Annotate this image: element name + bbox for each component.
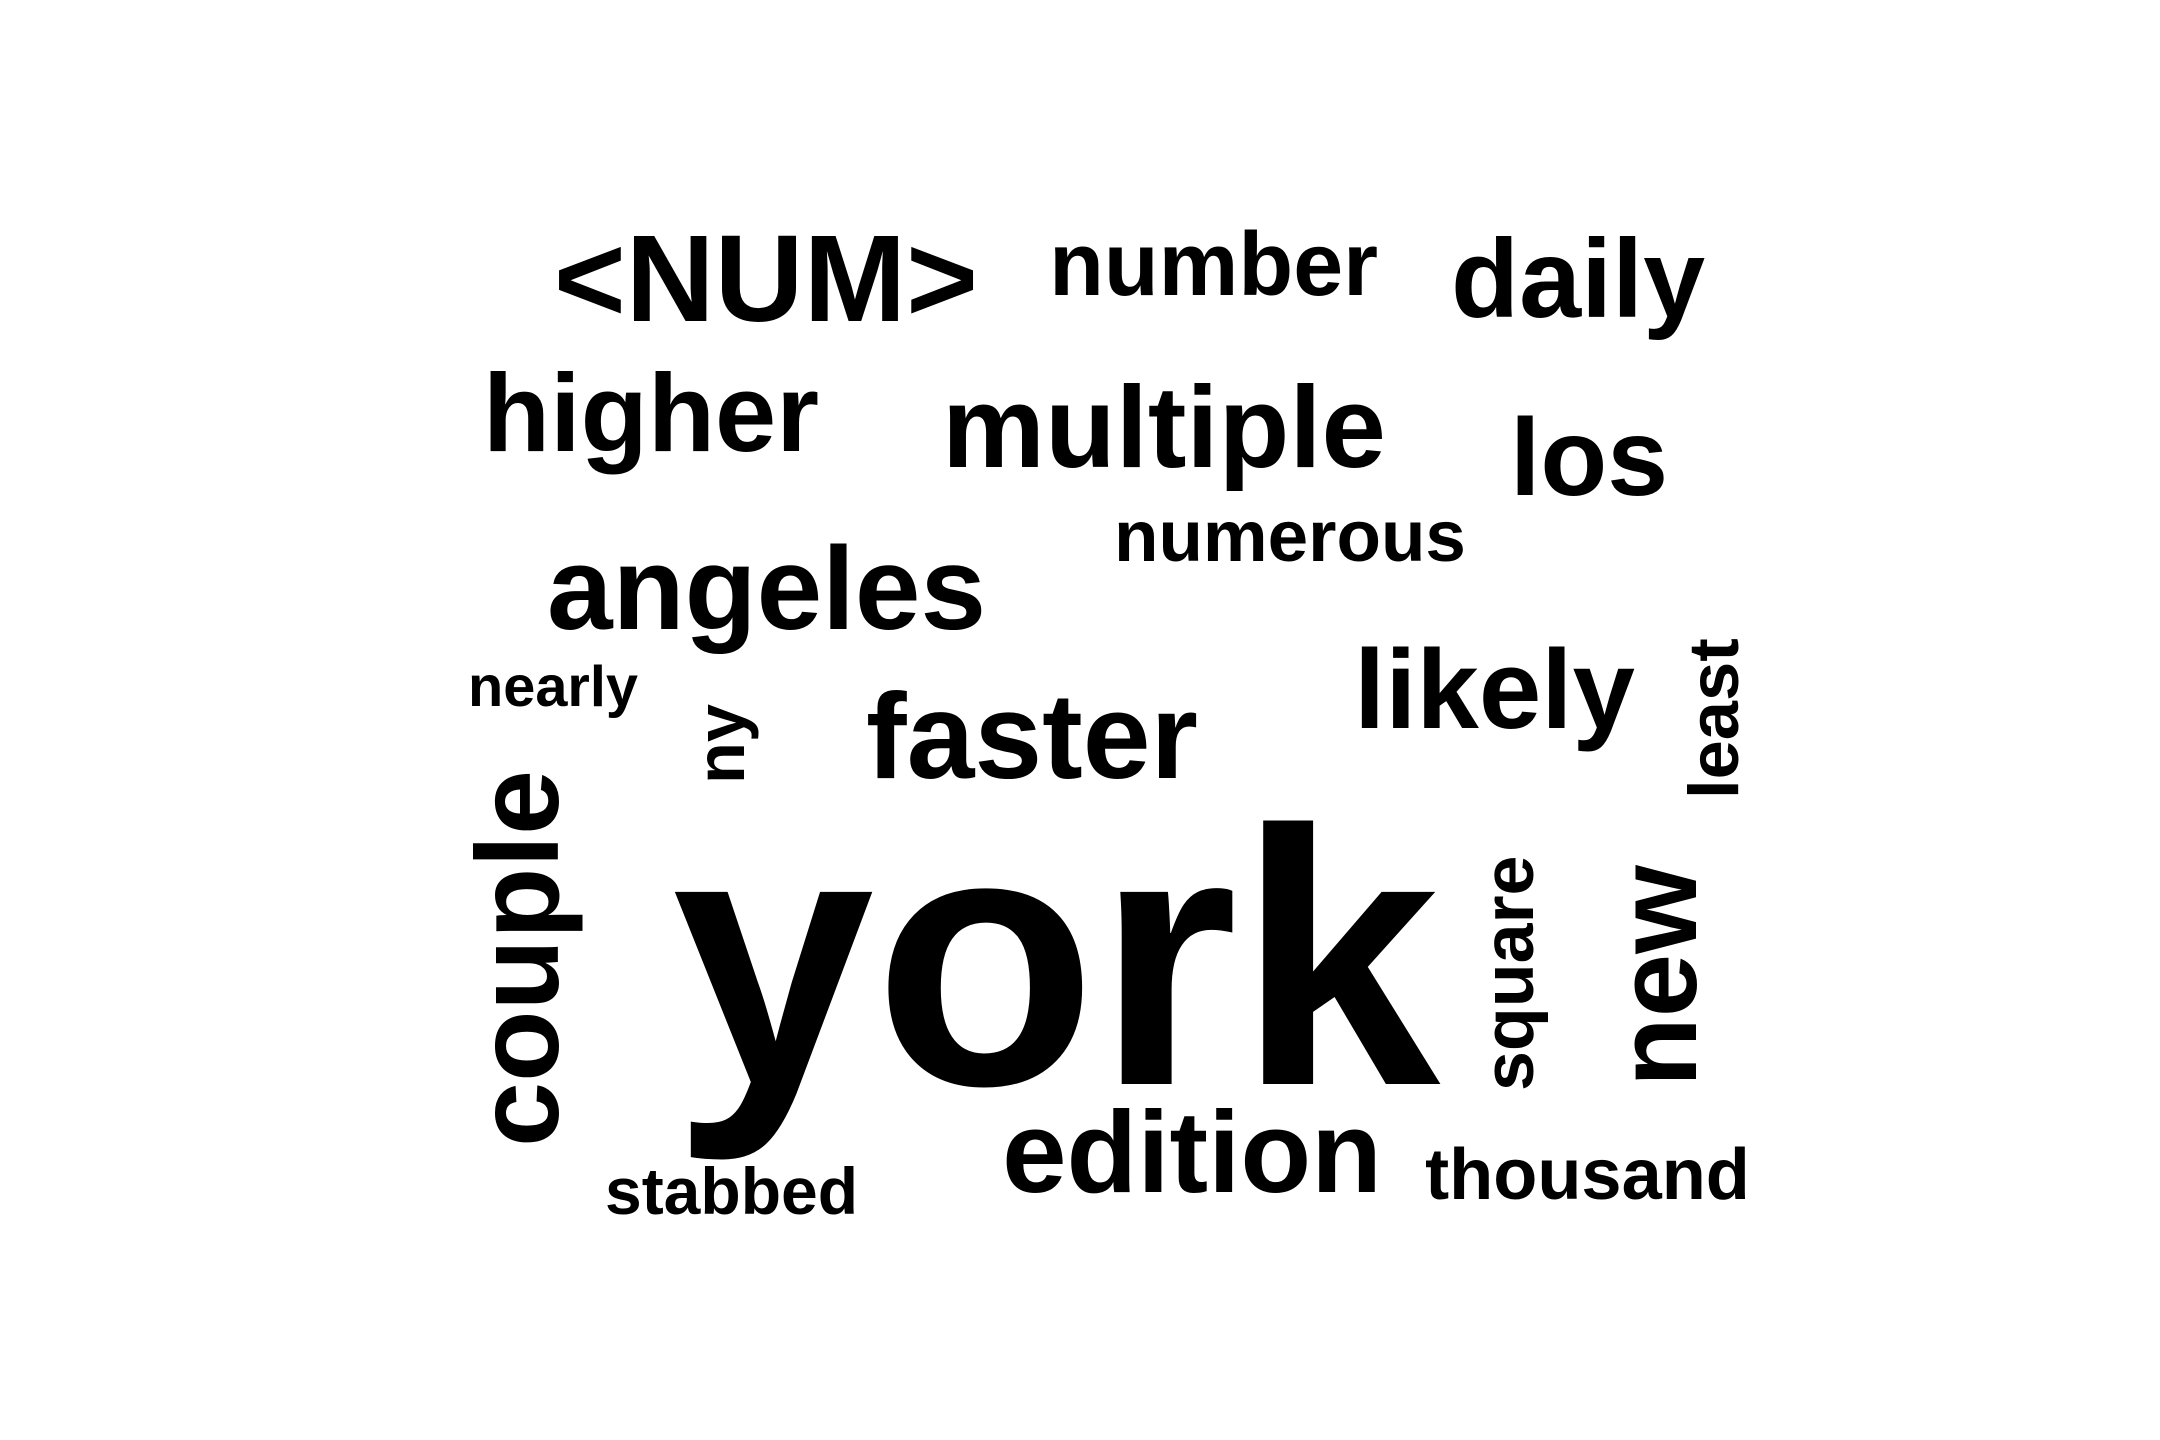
word-york: york [672,756,1441,1163]
word-nearly: nearly [468,654,638,719]
word-numerous: numerous [1114,495,1466,577]
word-los: los [1510,397,1669,520]
word-faster: faster [866,668,1198,804]
word-couple: couple [451,769,583,1147]
word-multiple: multiple [942,361,1386,492]
word-least: least [1674,638,1754,800]
word-num: <NUM> [553,210,978,348]
word-daily: daily [1451,216,1706,342]
word-new: new [1593,864,1721,1087]
word-likely: likely [1354,626,1635,753]
word-square: square [1469,855,1550,1092]
word-higher: higher [482,352,820,475]
word-ny: ny [681,703,759,784]
word-number: number [1049,215,1378,316]
word-thousand: thousand [1425,1134,1750,1215]
word-angeles: angeles [547,522,987,654]
word-edition: edition [1002,1087,1382,1217]
word-stabbed: stabbed [605,1154,859,1228]
